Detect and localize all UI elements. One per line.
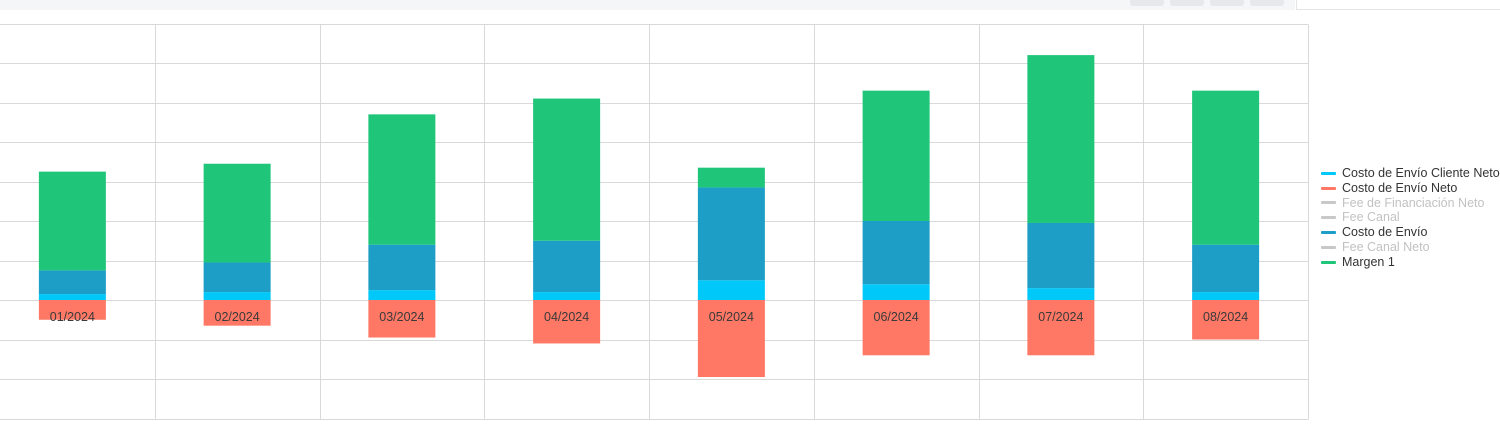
bar-segment [533, 292, 601, 300]
bar-segment [862, 300, 930, 356]
legend-label: Costo de Envío Cliente Neto [1342, 166, 1500, 180]
bar-segment [1192, 300, 1260, 340]
legend-item[interactable]: Fee Canal [1321, 210, 1500, 225]
legend-label: Costo de Envío [1342, 225, 1428, 240]
bar-segment [1027, 300, 1095, 356]
bar-segment [203, 163, 271, 263]
chart-bars [38, 55, 1260, 378]
bar-segment [368, 114, 436, 245]
x-axis-tick-label: 02/2024 [215, 310, 260, 324]
bar-segment [533, 300, 601, 344]
legend-label: Margen 1 [1342, 254, 1395, 269]
legend-swatch-icon [1321, 201, 1336, 205]
bar-segment [203, 292, 271, 300]
bar-segment [533, 98, 601, 241]
x-axis-tick-label: 03/2024 [379, 310, 424, 324]
toolbar-button[interactable] [1250, 0, 1284, 6]
bar-segment [1027, 55, 1095, 223]
bar-segment [1027, 222, 1095, 289]
x-axis-tick-label: 04/2024 [544, 310, 589, 324]
bar-segment [1192, 244, 1260, 293]
x-axis-tick-label: 05/2024 [709, 310, 754, 324]
legend-swatch-icon [1321, 171, 1336, 175]
legend-item[interactable]: Costo de Envío Cliente Neto [1321, 166, 1500, 181]
bar-segment [368, 244, 436, 291]
legend-swatch-icon [1321, 245, 1336, 249]
side-panel [1296, 0, 1500, 10]
toolbar-button[interactable] [1130, 0, 1164, 6]
bar-segment [697, 300, 765, 378]
x-axis-tick-label: 06/2024 [874, 310, 919, 324]
stacked-bar-chart: 01/2024 02/2024 03/2024 04/2024 05/2024 06/20… [0, 24, 1309, 420]
bar-segment [38, 300, 106, 320]
legend-swatch-icon [1321, 216, 1336, 220]
legend-swatch-icon [1321, 186, 1336, 190]
bar-segment [203, 262, 271, 293]
bar-segment [38, 270, 106, 295]
legend-label: Costo de Envío Neto [1342, 180, 1458, 195]
legend-swatch-icon [1321, 231, 1336, 235]
bar-segment [697, 187, 765, 281]
legend-label: Fee Canal Neto [1342, 239, 1430, 254]
bar-segment [368, 290, 436, 300]
bar-segment [1027, 288, 1095, 300]
legend-item[interactable]: Fee de Financiación Neto [1321, 196, 1500, 211]
legend-item[interactable]: Margen 1 [1321, 255, 1500, 270]
bar-segment [697, 280, 765, 300]
x-axis-tick-label: 01/2024 [50, 310, 95, 324]
bar-segment [368, 300, 436, 338]
chart-toolbar [0, 0, 1295, 10]
bar-segment [38, 171, 106, 271]
legend-swatch-icon [1321, 260, 1336, 264]
legend-item[interactable]: Costo de Envío [1321, 225, 1500, 240]
x-axis-tick-label: 07/2024 [1038, 310, 1083, 324]
bar-segment [862, 90, 930, 222]
bar-segment [533, 240, 601, 293]
toolbar-button[interactable] [1210, 0, 1244, 6]
legend-item[interactable]: Fee Canal Neto [1321, 240, 1500, 255]
chart-grid [0, 24, 1309, 420]
x-axis-tick-label: 08/2024 [1203, 310, 1248, 324]
chart-legend: Costo de Envío Cliente Neto Costo de Enví… [1321, 166, 1500, 270]
bar-segment [862, 221, 930, 285]
legend-item[interactable]: Costo de Envío Neto [1321, 181, 1500, 196]
legend-label: Fee Canal [1342, 210, 1400, 225]
toolbar-button[interactable] [1170, 0, 1204, 6]
bar-segment [1192, 292, 1260, 300]
bar-segment [697, 167, 765, 188]
bar-segment [862, 284, 930, 300]
bar-segment [38, 294, 106, 300]
bar-segment [203, 300, 271, 326]
chart-category-labels: 01/2024 02/2024 03/2024 04/2024 05/2024 06/20… [50, 310, 1248, 324]
bar-segment [1192, 90, 1260, 245]
legend-label: Fee de Financiación Neto [1342, 195, 1485, 210]
